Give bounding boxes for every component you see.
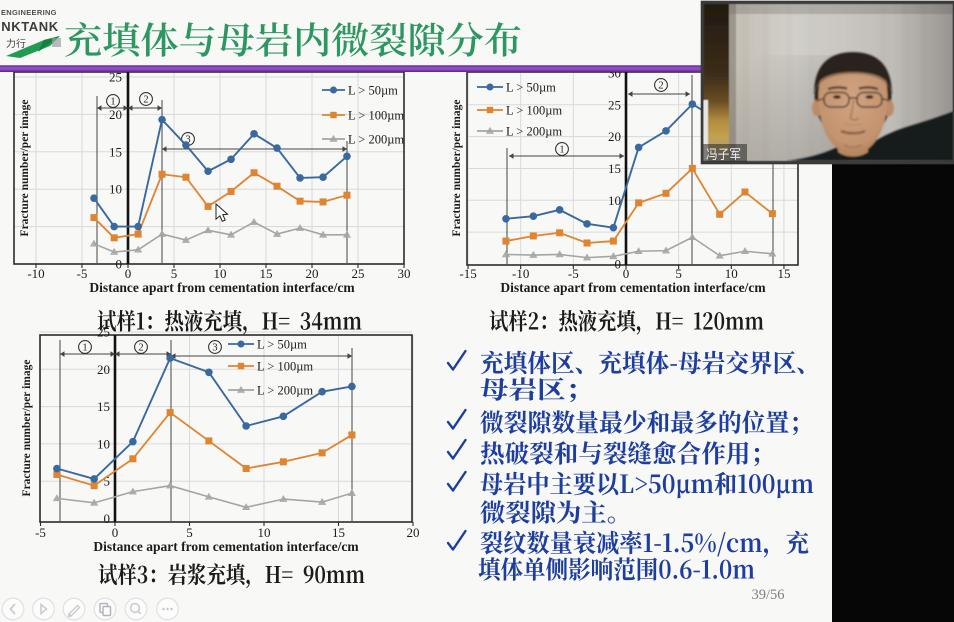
svg-text:15: 15 <box>332 525 345 540</box>
svg-text:10: 10 <box>97 436 110 451</box>
svg-text:2: 2 <box>138 343 143 354</box>
svg-text:3: 3 <box>212 343 217 354</box>
svg-text:Fracture number/per image: Fracture number/per image <box>21 360 33 497</box>
svg-text:5: 5 <box>104 474 111 489</box>
svg-text:10: 10 <box>608 193 621 208</box>
svg-text:L > 100µm: L > 100µm <box>348 108 404 122</box>
svg-text:Fracture number/per image: Fracture number/per image <box>19 100 31 237</box>
svg-text:1: 1 <box>110 97 115 108</box>
svg-text:L > 50µm: L > 50µm <box>506 80 556 94</box>
svg-text:L > 50µm: L > 50µm <box>348 83 398 97</box>
svg-text:15: 15 <box>109 144 122 159</box>
svg-text:2: 2 <box>658 81 663 92</box>
svg-text:-10: -10 <box>512 266 529 281</box>
svg-text:ENGINEERING: ENGINEERING <box>1 8 57 17</box>
svg-text:20: 20 <box>97 362 110 377</box>
svg-text:2: 2 <box>143 95 148 106</box>
svg-text:Fracture number/per image: Fracture number/per image <box>451 100 463 237</box>
svg-text:15: 15 <box>608 161 621 176</box>
svg-text:0: 0 <box>125 266 132 281</box>
svg-text:20: 20 <box>109 107 122 122</box>
svg-text:25: 25 <box>352 266 365 281</box>
svg-text:L > 100µm: L > 100µm <box>506 103 562 117</box>
svg-text:5: 5 <box>186 525 193 540</box>
svg-text:5: 5 <box>171 266 178 281</box>
svg-text:0: 0 <box>104 511 111 526</box>
svg-text:L > 50µm: L > 50µm <box>257 337 307 351</box>
svg-text:1: 1 <box>82 343 87 354</box>
svg-text:20: 20 <box>306 266 319 281</box>
svg-text:10: 10 <box>214 266 227 281</box>
svg-text:L > 100µm: L > 100µm <box>257 359 313 373</box>
svg-text:L > 200µm: L > 200µm <box>348 132 404 146</box>
svg-text:-5: -5 <box>77 266 88 281</box>
svg-text:0: 0 <box>112 525 119 540</box>
svg-text:L > 200µm: L > 200µm <box>257 383 313 397</box>
svg-text:10: 10 <box>725 266 738 281</box>
svg-text:Distance apart from cementatio: Distance apart from cementation interfac… <box>89 280 355 295</box>
svg-text:-5: -5 <box>568 266 579 281</box>
svg-text:10: 10 <box>258 525 271 540</box>
svg-text:5: 5 <box>675 266 682 281</box>
svg-text:0: 0 <box>623 266 630 281</box>
svg-text:25: 25 <box>608 97 621 112</box>
svg-text:25: 25 <box>109 70 122 85</box>
svg-text:30: 30 <box>398 266 411 281</box>
svg-text:INKTANK: INKTANK <box>0 19 59 34</box>
svg-text:0: 0 <box>116 257 123 272</box>
svg-text:15: 15 <box>260 266 273 281</box>
svg-text:0: 0 <box>615 257 622 272</box>
svg-text:15: 15 <box>777 266 790 281</box>
svg-text:1: 1 <box>559 145 564 156</box>
svg-text:-5: -5 <box>35 525 46 540</box>
svg-text:20: 20 <box>608 129 621 144</box>
svg-text:L > 200µm: L > 200µm <box>506 124 562 138</box>
svg-text:Distance apart from cementatio: Distance apart from cementation interfac… <box>500 280 766 295</box>
svg-text:20: 20 <box>407 525 420 540</box>
svg-text:Distance apart from cementatio: Distance apart from cementation interfac… <box>93 539 359 554</box>
svg-text:15: 15 <box>97 399 110 414</box>
svg-text:3: 3 <box>185 135 190 146</box>
svg-text:-10: -10 <box>27 266 44 281</box>
svg-text:10: 10 <box>109 182 122 197</box>
svg-text:-15: -15 <box>459 266 476 281</box>
svg-text:39/56: 39/56 <box>751 587 784 603</box>
